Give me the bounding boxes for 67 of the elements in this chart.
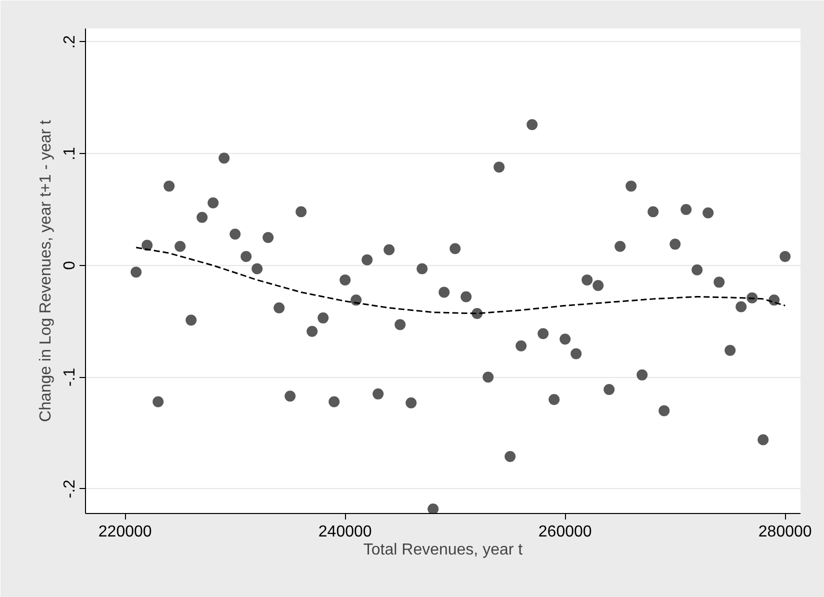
- point: [208, 197, 219, 208]
- point: [670, 238, 681, 250]
- point: [240, 250, 252, 262]
- point: [460, 291, 472, 302]
- point: [604, 384, 615, 395]
- x-tick-label: 240000: [318, 524, 372, 540]
- point: [318, 312, 329, 324]
- point: [384, 244, 395, 256]
- point: [130, 266, 142, 278]
- point: [394, 319, 406, 330]
- point: [714, 276, 725, 288]
- point: [196, 212, 208, 223]
- point: [406, 397, 417, 408]
- point: [780, 250, 791, 262]
- point: [648, 206, 659, 218]
- point: [164, 180, 175, 192]
- point: [482, 372, 494, 383]
- y-tick-label: .1: [62, 146, 78, 160]
- point: [174, 240, 186, 252]
- point: [592, 280, 604, 292]
- point: [702, 207, 714, 218]
- point: [570, 348, 582, 360]
- point: [438, 286, 450, 298]
- y-tick-label: -.1: [62, 368, 78, 386]
- point: [152, 396, 164, 408]
- point: [142, 240, 153, 251]
- point: [416, 263, 428, 274]
- y-tick-label: 0: [62, 260, 78, 270]
- point: [680, 204, 692, 216]
- point: [362, 254, 373, 266]
- point: [516, 340, 527, 352]
- point: [582, 274, 593, 286]
- point: [526, 119, 538, 130]
- point: [736, 301, 747, 312]
- point: [450, 243, 461, 254]
- point: [230, 228, 241, 240]
- point: [306, 326, 318, 337]
- point: [538, 328, 549, 340]
- point: [548, 394, 560, 406]
- y-tick-label: .2: [62, 35, 78, 49]
- x-tick-label: 260000: [538, 524, 592, 540]
- point: [428, 504, 439, 514]
- point: [614, 240, 626, 252]
- point: [658, 405, 670, 416]
- point: [274, 302, 285, 314]
- x-axis-title: Total Revenues, year t: [363, 542, 524, 558]
- point: [372, 388, 384, 400]
- point: [186, 314, 197, 326]
- point: [218, 152, 230, 164]
- point: [626, 180, 637, 192]
- point: [636, 369, 648, 380]
- y-tick-label: -.2: [62, 479, 78, 498]
- x-tick-label: 280000: [758, 524, 812, 540]
- point: [758, 434, 769, 446]
- point: [328, 396, 340, 408]
- point: [560, 334, 571, 345]
- point: [692, 264, 703, 276]
- point: [504, 451, 516, 462]
- point: [494, 162, 505, 173]
- point: [284, 390, 296, 402]
- point: [262, 232, 274, 243]
- x-tick-label: 220000: [98, 524, 152, 540]
- point: [296, 206, 307, 218]
- y-axis-title: Change in Log Revenues, year t+1 - year t: [38, 119, 54, 422]
- point: [340, 274, 351, 286]
- point: [724, 344, 736, 356]
- point: [252, 263, 263, 274]
